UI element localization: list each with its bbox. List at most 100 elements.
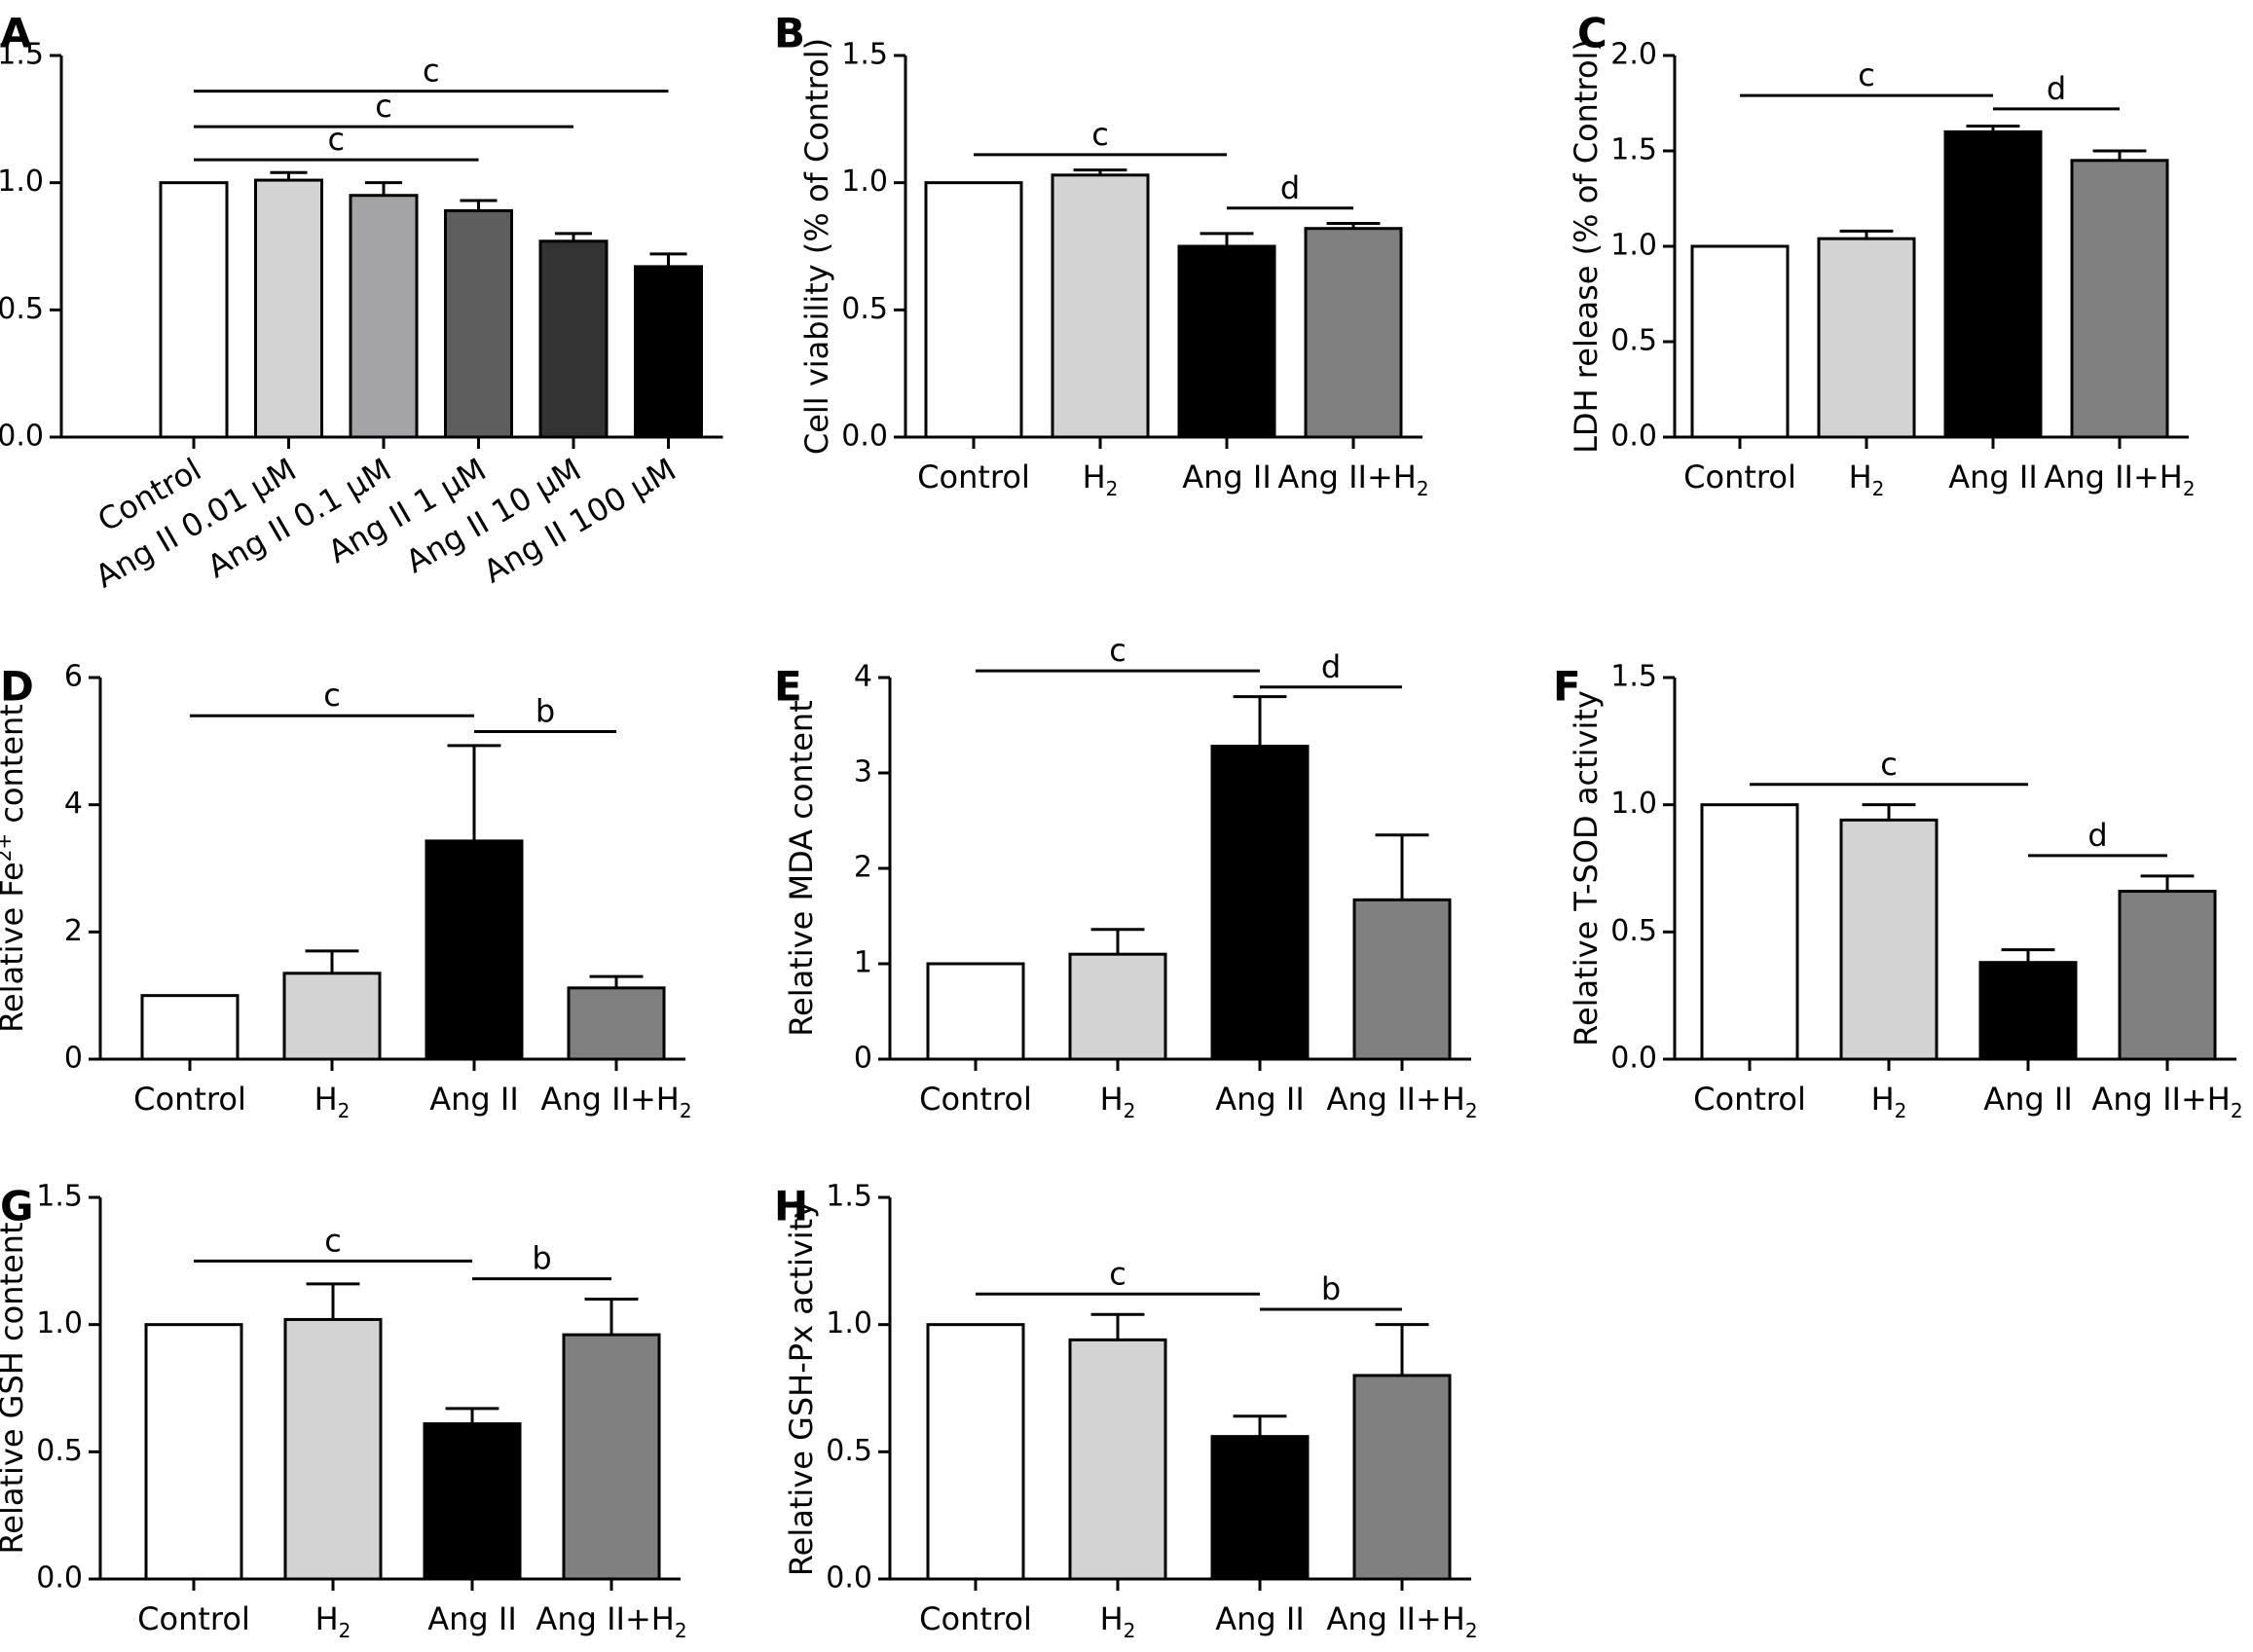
subscript-text: 2 [675,1619,687,1642]
label-text: Ang II+H [536,1600,674,1637]
y-tick-label: 1.0 [1610,229,1657,263]
significance-label: d [2047,70,2066,107]
y-tick-label: 1.5 [36,1180,83,1214]
bar [926,962,1025,1061]
bar [924,181,1023,439]
panel-letter: H [774,1183,808,1230]
subscript-text: 2 [680,1099,692,1122]
significance-label: c [1091,116,1109,153]
y-tick-label: 0.0 [1610,1042,1657,1076]
bar [1352,898,1452,1061]
bar [562,1333,661,1581]
y-tick-label: 1.0 [826,1306,872,1340]
bar [1068,1338,1167,1581]
subscript-text: 2 [339,1619,351,1642]
y-axis-title: Relative GSH-Px activity [783,1200,820,1576]
x-category-label: Control [133,1081,246,1118]
y-tick-label: 4 [64,787,83,821]
bar [538,239,609,439]
bar [1177,244,1276,439]
significance-label: c [324,1222,342,1259]
bar [159,181,229,439]
y-tick-label: 1.0 [36,1306,83,1340]
significance-label: c [1109,632,1126,669]
bar [144,1323,243,1581]
y-tick-label: 2.0 [1610,38,1657,72]
x-category-label: Ang II [1983,1081,2073,1118]
x-category-label: Ang II+H2 [2091,1081,2242,1122]
label-text: H [1849,459,1872,496]
label-text: H [1871,1081,1895,1118]
bar [1978,961,2078,1061]
panel-letter: C [1577,10,1607,57]
x-category-label: Control [1693,1081,1806,1118]
y-axis-title: Relative MDA content [783,700,820,1036]
superscript-text: 2+ [0,833,16,862]
label-text: Control [1693,1081,1806,1118]
y-tick-label: 0.5 [841,292,888,326]
label-text: H [315,1600,339,1637]
y-tick-label: 0.0 [36,1561,83,1596]
label-text: content [0,704,30,833]
label-text: Relative Fe [0,862,30,1033]
label-text: H [1083,459,1106,496]
subscript-text: 2 [1124,1099,1136,1122]
label-text: Control [919,1600,1032,1637]
significance-label: c [375,88,392,125]
x-category-label: Ang II+H2 [540,1081,691,1122]
x-category-label: H2 [1871,1081,1907,1122]
significance-label: b [532,1240,551,1277]
label-text: H [1100,1600,1124,1637]
subscript-text: 2 [1895,1099,1907,1122]
significance-label: c [323,677,341,714]
y-tick-label: 0 [64,1042,83,1076]
significance-label: c [327,121,345,158]
x-category-label: H2 [1100,1600,1136,1642]
bar [444,208,513,439]
bar [1051,173,1150,439]
label-text: Ang II [1983,1081,2073,1118]
label-text: Ang II [429,1081,519,1118]
x-category-label: Ang II+H2 [1326,1081,1477,1122]
label-text: Control [137,1600,250,1637]
y-tick-label: 0.0 [1610,420,1657,454]
y-tick-label: 1.0 [841,165,888,199]
label-text: Ang II+H [2044,459,2182,496]
bar [282,972,382,1061]
label-text: Ang II [1215,1600,1305,1637]
subscript-text: 2 [1106,477,1119,500]
y-axis-title: LDH release (% of Control) [1568,39,1605,454]
bar [283,1317,383,1581]
subscript-text: 2 [2231,1099,2243,1122]
significance-label: c [423,53,440,90]
x-category-label: H2 [1100,1081,1136,1122]
subscript-text: 2 [1417,477,1429,500]
x-category-label: Ang II [1215,1081,1305,1118]
bar [1352,1374,1452,1581]
y-tick-label: 1.5 [1610,133,1657,167]
label-text: Control [917,459,1030,496]
bar [1700,803,1799,1061]
panel-letter: B [774,10,805,57]
subscript-text: 2 [1124,1619,1136,1642]
y-tick-label: 4 [854,660,872,694]
panel-letter: A [0,10,32,57]
y-tick-label: 0.0 [841,420,888,454]
label-text: Ang II+H [1326,1600,1464,1637]
x-category-label: Ang II [1182,459,1272,496]
subscript-text: 2 [2183,477,2196,500]
y-axis-title: Relative GSH content [0,1222,30,1554]
bar [1304,227,1403,439]
panel-letter: G [0,1183,33,1230]
y-tick-label: 0.5 [1610,324,1657,358]
y-tick-label: 0.5 [826,1434,872,1468]
bar [1068,952,1167,1061]
y-tick-label: 0.5 [36,1434,83,1468]
bar [140,994,240,1061]
